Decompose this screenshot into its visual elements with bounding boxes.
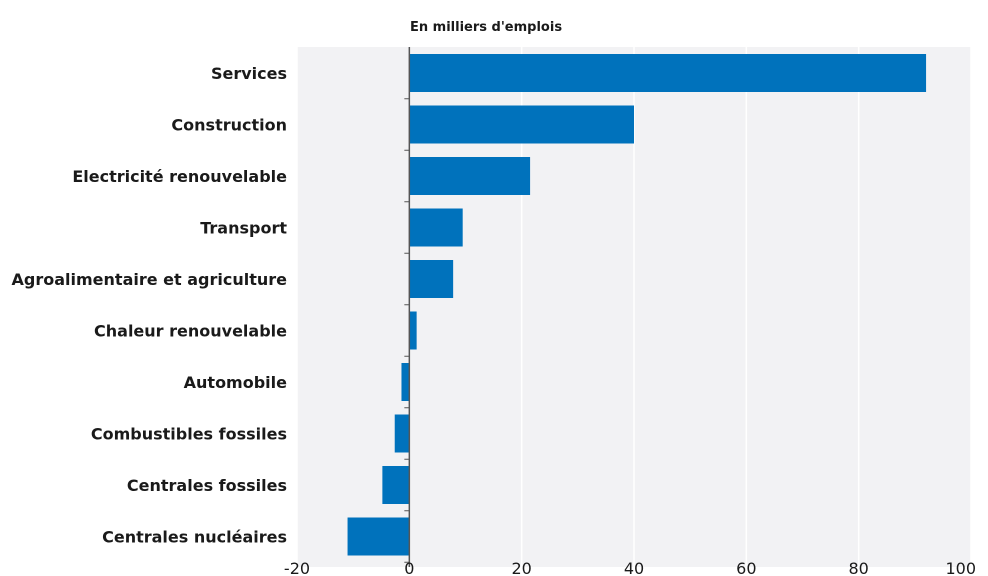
category-label: Construction (171, 116, 287, 135)
x-tick-label: 40 (624, 559, 644, 576)
bar (409, 157, 531, 195)
category-label: Electricité renouvelable (72, 167, 287, 186)
category-label: Services (211, 64, 287, 83)
x-tick-label: 60 (736, 559, 756, 576)
category-label: Combustibles fossiles (91, 425, 287, 444)
bar (394, 414, 410, 453)
x-tick-label: 20 (511, 559, 531, 576)
category-label: Automobile (184, 373, 288, 392)
bar (401, 363, 410, 401)
bar (409, 105, 634, 144)
unit-label: En milliers d'emplois (410, 20, 562, 35)
x-tick-label: 0 (404, 559, 414, 576)
category-label: Chaleur renouvelable (94, 322, 287, 341)
category-label: Centrales nucléaires (102, 528, 287, 547)
x-tick-labels: -20 0 20 40 60 80 100 (284, 559, 976, 576)
category-label: Centrales fossiles (127, 476, 287, 495)
bar (382, 466, 410, 504)
category-label: Transport (200, 219, 287, 238)
bar (409, 54, 927, 92)
category-labels: Services Construction Electricité renouvel… (12, 64, 288, 547)
bar (409, 208, 463, 247)
bar (409, 311, 417, 350)
category-label: Agroalimentaire et agriculture (12, 270, 288, 289)
x-tick-label: 80 (848, 559, 868, 576)
bar (347, 517, 410, 556)
x-tick-label: 100 (945, 559, 976, 576)
bar (409, 260, 454, 298)
bars (347, 54, 927, 563)
x-tick-label: -20 (284, 559, 310, 576)
